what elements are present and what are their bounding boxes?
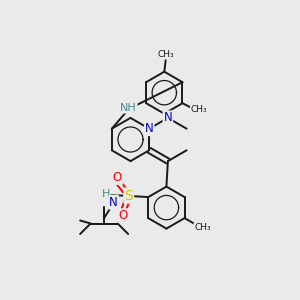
Text: NH: NH	[120, 103, 137, 113]
Text: CH₃: CH₃	[194, 223, 211, 232]
Text: CH₃: CH₃	[158, 50, 174, 59]
Text: O: O	[113, 171, 122, 184]
Text: H: H	[101, 189, 110, 199]
Text: CH₃: CH₃	[191, 105, 207, 114]
Text: O: O	[119, 209, 128, 222]
Text: N: N	[164, 111, 172, 124]
Text: N: N	[145, 122, 154, 135]
Text: S: S	[124, 189, 133, 202]
Text: N: N	[110, 196, 118, 209]
